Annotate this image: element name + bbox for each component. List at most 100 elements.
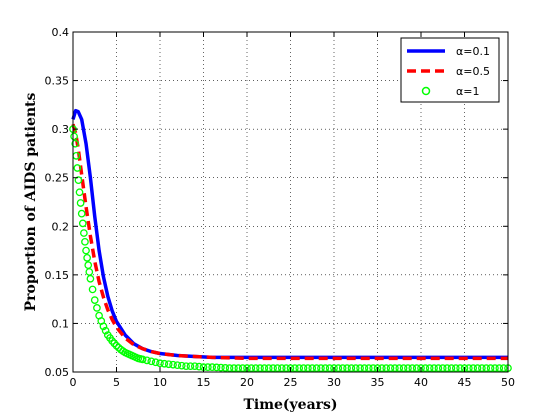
series-alpha-0-5-line xyxy=(71,123,508,361)
data-point xyxy=(256,364,264,372)
data-point xyxy=(112,341,121,350)
y-tick-label: 0.4 xyxy=(52,26,70,39)
data-point xyxy=(399,364,408,372)
x-tick-label: 15 xyxy=(197,376,211,389)
x-tick-label: 40 xyxy=(414,376,428,389)
data-point xyxy=(190,362,199,371)
data-point xyxy=(312,364,321,372)
data-point xyxy=(334,364,343,372)
data-point xyxy=(88,285,97,294)
data-point xyxy=(80,229,88,237)
data-point xyxy=(282,364,290,372)
data-point xyxy=(77,209,86,218)
y-tick-label: 0.3 xyxy=(52,123,70,136)
data-point xyxy=(78,219,87,228)
data-point xyxy=(438,364,447,372)
x-tick-label: 35 xyxy=(371,376,385,389)
data-point xyxy=(75,188,84,197)
data-point xyxy=(425,364,434,372)
y-tick-label: 0.05 xyxy=(45,366,70,379)
data-point xyxy=(273,364,282,372)
data-point xyxy=(156,359,164,368)
x-axis-label: Time(years) xyxy=(243,397,337,413)
data-point xyxy=(221,364,230,372)
data-point xyxy=(101,326,110,335)
data-point xyxy=(212,363,221,372)
data-point xyxy=(299,364,308,372)
data-point xyxy=(186,362,195,371)
series-alpha-1-points xyxy=(69,125,512,372)
data-point xyxy=(499,364,508,372)
data-point xyxy=(76,199,85,207)
data-point xyxy=(83,254,91,262)
data-point xyxy=(295,364,304,372)
data-point xyxy=(70,132,78,141)
data-point xyxy=(217,363,225,372)
data-point xyxy=(260,364,269,372)
data-point xyxy=(447,364,456,372)
data-point xyxy=(343,364,351,372)
legend: α=0.1 α=0.5 α=1 xyxy=(400,37,500,103)
data-point xyxy=(251,364,260,372)
data-point xyxy=(347,364,356,372)
data-point xyxy=(360,364,369,372)
data-point xyxy=(143,356,151,365)
data-point xyxy=(290,364,299,372)
x-tick-label: 20 xyxy=(240,376,254,389)
x-tick-label: 0 xyxy=(70,376,77,389)
series-layer xyxy=(69,108,512,372)
legend-label: α=0.1 xyxy=(456,45,490,58)
legend-box xyxy=(400,37,500,103)
data-point xyxy=(164,360,173,369)
data-point xyxy=(486,364,495,372)
data-point xyxy=(71,139,80,148)
data-point xyxy=(230,364,238,372)
data-point xyxy=(478,364,486,372)
data-point xyxy=(151,358,160,367)
data-point xyxy=(173,361,182,370)
data-point xyxy=(208,363,217,371)
data-point xyxy=(204,363,212,371)
data-point xyxy=(491,364,499,372)
data-point xyxy=(338,364,347,372)
data-point xyxy=(247,364,256,372)
y-tick-label: 0.1 xyxy=(52,317,70,330)
data-point xyxy=(269,364,277,372)
data-point xyxy=(412,364,421,372)
data-point xyxy=(93,304,101,312)
data-point xyxy=(408,364,417,372)
legend-label: α=0.5 xyxy=(456,65,490,78)
x-tick-label: 5 xyxy=(113,376,120,389)
data-point xyxy=(382,364,391,372)
data-point xyxy=(304,364,312,372)
data-point xyxy=(391,364,399,372)
data-point xyxy=(81,237,89,246)
y-tick-label: 0.15 xyxy=(45,269,70,282)
data-point xyxy=(369,364,377,372)
data-point xyxy=(473,364,482,372)
x-tick-label: 45 xyxy=(458,376,472,389)
data-point xyxy=(364,364,373,372)
x-tick-label: 10 xyxy=(153,376,167,389)
y-tick-label: 0.25 xyxy=(45,172,70,185)
data-point xyxy=(421,364,430,372)
data-point xyxy=(351,364,360,372)
data-point xyxy=(90,296,99,304)
legend-item: α=0.1 xyxy=(407,45,490,58)
legend-marker xyxy=(421,86,431,96)
data-point xyxy=(386,364,395,372)
legend-label: α=1 xyxy=(456,85,479,98)
y-axis-label: Proportion of AIDS patients xyxy=(23,93,39,312)
data-point xyxy=(464,364,473,372)
legend-item: α=0.5 xyxy=(407,65,490,78)
data-point xyxy=(443,364,451,372)
data-point xyxy=(469,364,478,372)
data-point xyxy=(395,364,404,372)
data-point xyxy=(74,176,83,184)
data-point xyxy=(325,364,334,372)
data-point xyxy=(86,274,95,283)
data-point xyxy=(195,362,203,371)
data-point xyxy=(321,364,330,372)
data-point xyxy=(234,364,243,372)
